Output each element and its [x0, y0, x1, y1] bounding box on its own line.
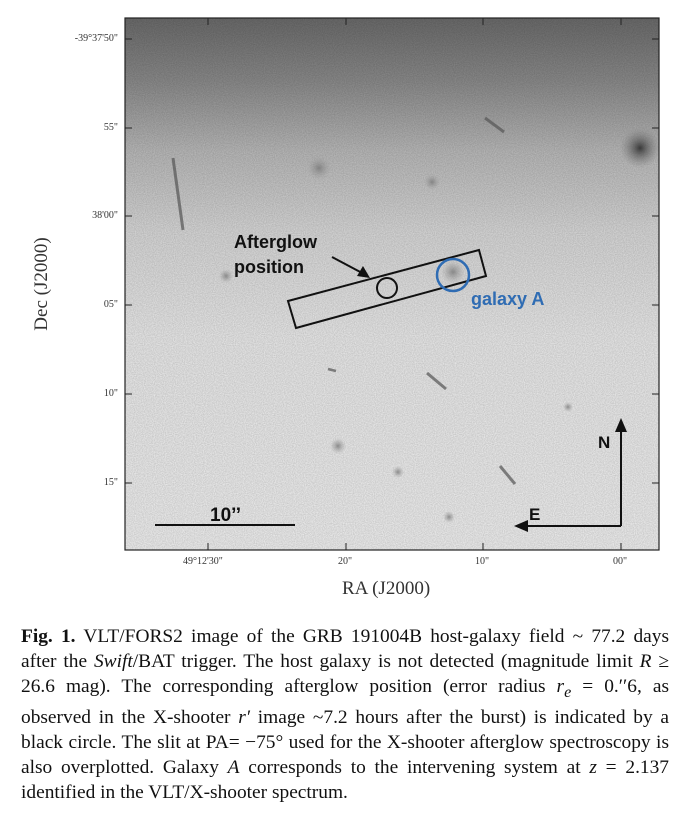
afterglow-arrow	[331, 256, 365, 275]
caption-rprime-symbol: r′	[238, 706, 251, 728]
caption-galaxy-a: A	[227, 756, 240, 778]
y-tick-label: 38'00"	[92, 210, 118, 221]
north-arrow-icon	[615, 418, 627, 432]
caption-text: image ~7.2 hours after the burst) is ind…	[21, 706, 669, 778]
y-tick-label: 55"	[103, 122, 118, 133]
compass	[514, 418, 627, 532]
east-label: E	[529, 505, 540, 524]
afterglow-label-line2: position	[234, 257, 304, 277]
caption-text: = 2.137 identified in the VLT/X-shooter …	[21, 756, 669, 803]
caption-text: ≥ 26.6 mag). The corresponding afterglow…	[21, 651, 669, 697]
caption-text: /BAT trigger. The host galaxy is not det…	[132, 651, 640, 672]
plot-frame	[124, 17, 660, 551]
figure-label: Fig. 1.	[21, 626, 76, 647]
x-tick-label: 49°12'30"	[183, 556, 223, 567]
y-axis-title: Dec (J2000)	[31, 237, 52, 330]
x-tick-label: 00"	[613, 556, 628, 567]
scale-bar-label: 10’’	[210, 505, 241, 526]
sky-sources	[171, 116, 660, 523]
caption-re-symbol: r	[556, 676, 565, 697]
y-tick-label: 05"	[103, 299, 118, 310]
x-tick-label: 10"	[475, 556, 490, 567]
sky-image-plot: Afterglow position galaxy A 10’’ N E Dec…	[31, 17, 660, 551]
afterglow-label-line1: Afterglow	[234, 232, 318, 252]
galaxy-a-circle	[435, 257, 471, 293]
y-tick-label: -39°37'50"	[74, 33, 118, 44]
north-label: N	[598, 433, 610, 452]
caption-r-symbol: R	[639, 651, 652, 672]
caption-text: corresponds to the intervening system at	[239, 756, 590, 778]
afterglow-arrowhead	[357, 266, 370, 278]
caption-z-symbol: z	[589, 756, 597, 778]
figure: Afterglow position galaxy A 10’’ N E Dec…	[31, 17, 660, 599]
caption-text: = 0.′′6, as observed in the X-shooter	[21, 676, 669, 728]
y-tick-label: 15"	[103, 477, 118, 488]
afterglow-circle	[376, 277, 398, 299]
caption-swift: Swift	[93, 651, 133, 672]
east-arrow-icon	[514, 520, 528, 532]
sky-noise	[125, 18, 659, 550]
x-axis-title: RA (J2000)	[342, 578, 431, 599]
caption-text: VLT/FORS2 image of the GRB 191004B host-…	[21, 626, 669, 672]
x-tick-label: 20"	[338, 556, 353, 567]
slit-rectangle	[286, 248, 488, 330]
figure-caption: Fig. 1. VLT/FORS2 image of the GRB 19100…	[21, 624, 669, 805]
galaxy-a-label: galaxy A	[471, 289, 544, 309]
caption-re-subscript: e	[564, 683, 572, 701]
axis-ticks	[125, 18, 659, 550]
y-tick-label: 10"	[103, 388, 118, 399]
